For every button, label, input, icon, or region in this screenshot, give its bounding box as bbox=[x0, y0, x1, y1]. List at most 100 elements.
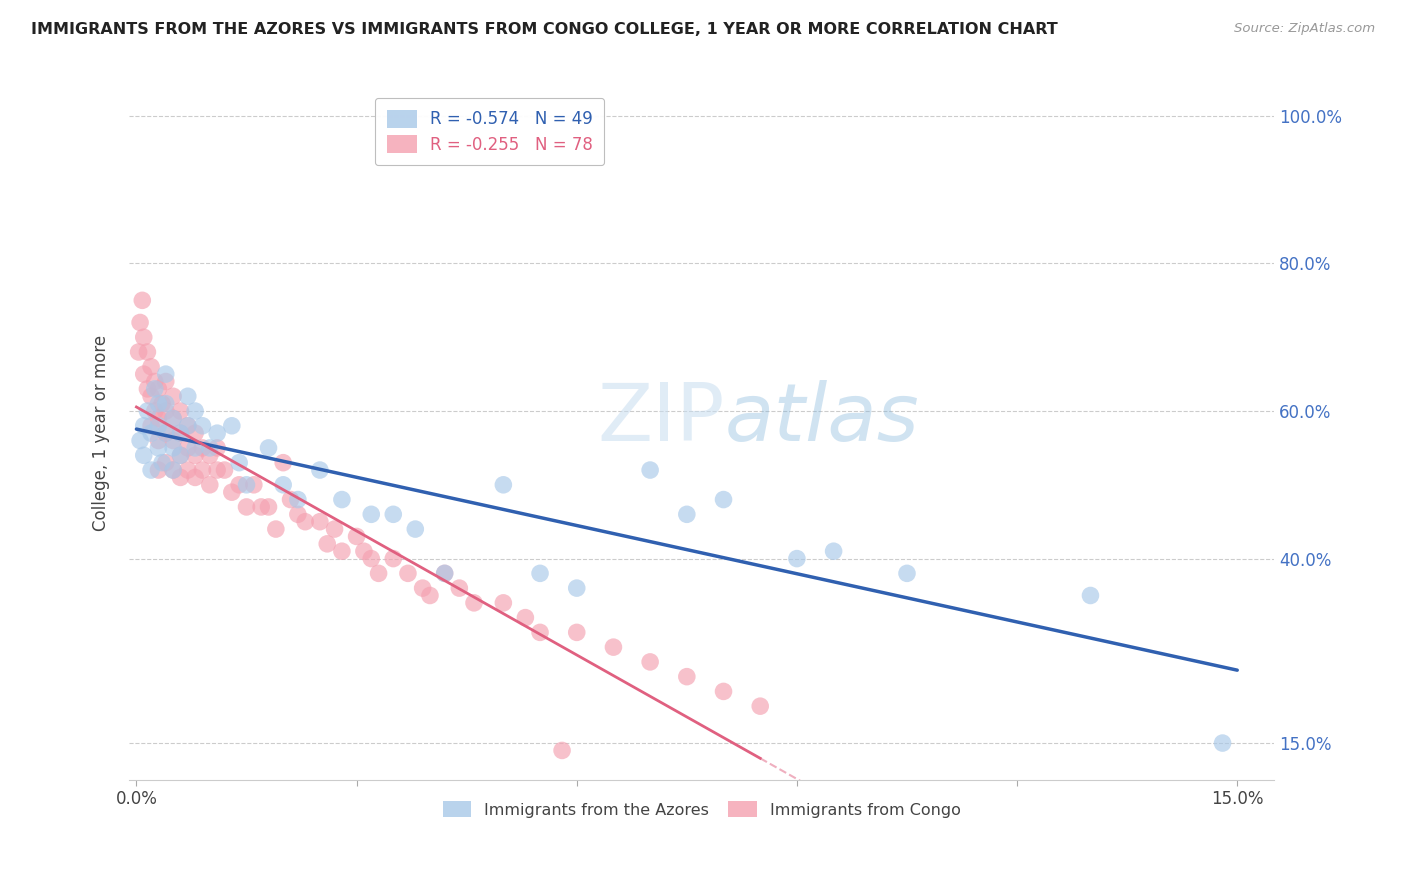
Point bbox=[155, 397, 177, 411]
Point bbox=[162, 411, 184, 425]
Point bbox=[169, 404, 191, 418]
Point bbox=[136, 404, 159, 418]
Point bbox=[191, 418, 214, 433]
Point bbox=[128, 345, 150, 359]
Point bbox=[235, 478, 257, 492]
Point bbox=[139, 426, 162, 441]
Point bbox=[162, 441, 184, 455]
Point bbox=[184, 404, 207, 418]
Point bbox=[184, 441, 207, 455]
Point bbox=[396, 566, 419, 581]
Point bbox=[713, 684, 735, 698]
Point bbox=[221, 485, 243, 500]
Point bbox=[205, 426, 228, 441]
Point bbox=[162, 434, 184, 448]
Point bbox=[150, 456, 173, 470]
Point bbox=[492, 596, 515, 610]
Point bbox=[191, 441, 214, 455]
Point bbox=[129, 434, 152, 448]
Point bbox=[143, 375, 166, 389]
Point bbox=[529, 625, 551, 640]
Point bbox=[139, 359, 162, 374]
Point bbox=[184, 448, 207, 462]
Point bbox=[412, 581, 434, 595]
Point bbox=[264, 522, 287, 536]
Point bbox=[360, 508, 382, 522]
Point bbox=[323, 522, 346, 536]
Text: ZIP: ZIP bbox=[598, 380, 724, 458]
Point bbox=[169, 470, 191, 484]
Point bbox=[129, 316, 152, 330]
Point bbox=[823, 544, 845, 558]
Point bbox=[132, 367, 155, 381]
Point bbox=[148, 418, 170, 433]
Point bbox=[463, 596, 485, 610]
Point bbox=[155, 404, 177, 418]
Point bbox=[155, 375, 177, 389]
Point bbox=[148, 434, 170, 448]
Point bbox=[221, 418, 243, 433]
Point bbox=[155, 456, 177, 470]
Point bbox=[287, 492, 309, 507]
Point bbox=[169, 426, 191, 441]
Point bbox=[155, 367, 177, 381]
Point bbox=[551, 743, 574, 757]
Point bbox=[169, 448, 191, 462]
Point bbox=[139, 389, 162, 403]
Point bbox=[675, 508, 697, 522]
Point bbox=[367, 566, 389, 581]
Point bbox=[330, 492, 353, 507]
Point bbox=[205, 441, 228, 455]
Point bbox=[177, 389, 200, 403]
Point bbox=[148, 463, 170, 477]
Point bbox=[353, 544, 375, 558]
Point bbox=[177, 418, 200, 433]
Point bbox=[419, 589, 441, 603]
Point bbox=[309, 515, 332, 529]
Point bbox=[675, 670, 697, 684]
Point bbox=[143, 382, 166, 396]
Point bbox=[404, 522, 426, 536]
Point bbox=[786, 551, 808, 566]
Point bbox=[162, 463, 184, 477]
Point bbox=[565, 581, 588, 595]
Point bbox=[214, 463, 236, 477]
Text: atlas: atlas bbox=[724, 380, 920, 458]
Point bbox=[132, 330, 155, 344]
Point bbox=[250, 500, 273, 514]
Point bbox=[132, 448, 155, 462]
Point bbox=[177, 463, 200, 477]
Point bbox=[169, 426, 191, 441]
Point bbox=[638, 655, 661, 669]
Point bbox=[184, 470, 207, 484]
Point bbox=[243, 478, 266, 492]
Point bbox=[228, 456, 250, 470]
Point bbox=[749, 699, 772, 714]
Y-axis label: College, 1 year or more: College, 1 year or more bbox=[93, 335, 110, 532]
Point bbox=[896, 566, 918, 581]
Point bbox=[515, 610, 537, 624]
Point bbox=[139, 463, 162, 477]
Point bbox=[492, 478, 515, 492]
Point bbox=[433, 566, 456, 581]
Point bbox=[309, 463, 332, 477]
Point bbox=[148, 382, 170, 396]
Point bbox=[198, 441, 221, 455]
Point bbox=[148, 397, 170, 411]
Point bbox=[162, 463, 184, 477]
Point bbox=[131, 293, 153, 308]
Point bbox=[449, 581, 471, 595]
Text: Source: ZipAtlas.com: Source: ZipAtlas.com bbox=[1234, 22, 1375, 36]
Point bbox=[346, 529, 368, 543]
Point bbox=[271, 478, 294, 492]
Point bbox=[638, 463, 661, 477]
Point bbox=[433, 566, 456, 581]
Point bbox=[139, 418, 162, 433]
Point bbox=[294, 515, 316, 529]
Point bbox=[136, 382, 159, 396]
Point bbox=[198, 448, 221, 462]
Legend: Immigrants from the Azores, Immigrants from Congo: Immigrants from the Azores, Immigrants f… bbox=[436, 795, 967, 824]
Point bbox=[169, 448, 191, 462]
Point bbox=[360, 551, 382, 566]
Point bbox=[177, 418, 200, 433]
